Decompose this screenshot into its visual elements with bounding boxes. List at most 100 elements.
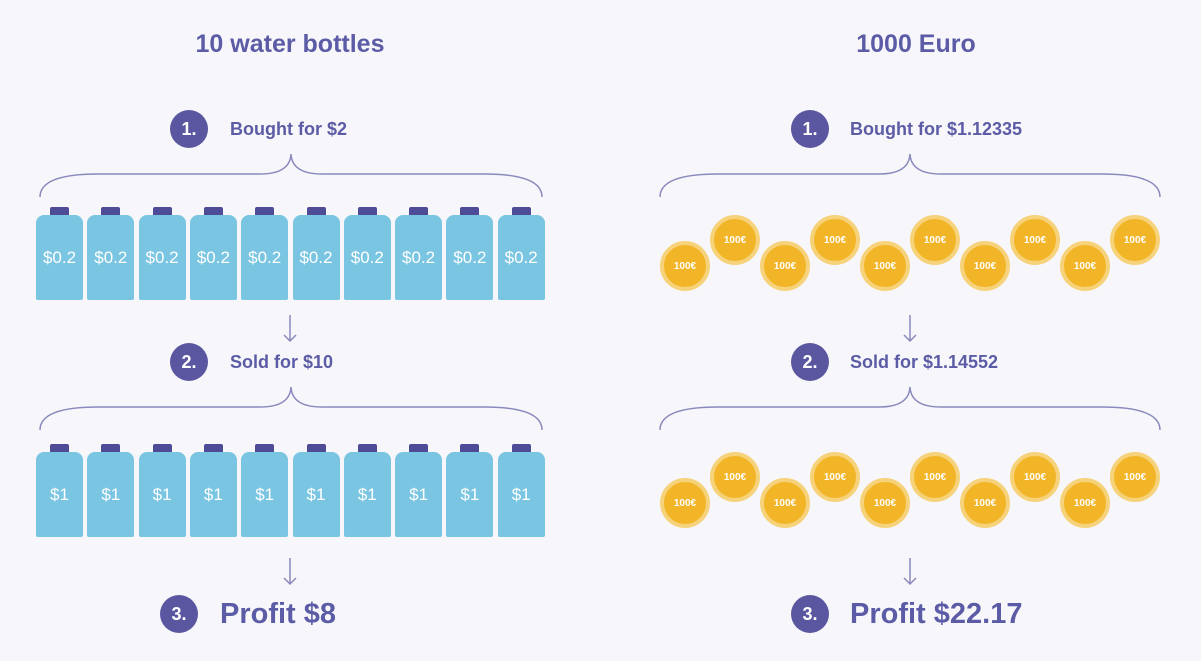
euro-coin-icon: 100€	[1060, 241, 1110, 291]
euro-coin-icon: 100€	[710, 452, 760, 502]
bottle-price: $1	[241, 452, 289, 537]
bottle-icon: $1	[497, 444, 545, 538]
bottle-cap	[152, 444, 172, 453]
bottle-price: $1	[36, 452, 83, 537]
euro-coin-icon: 100€	[810, 215, 860, 265]
bottle-cap	[511, 207, 531, 216]
bottle-cap	[101, 207, 121, 216]
bottle-cap	[101, 444, 121, 453]
sold-coins-row: 100€ 100€ 100€ 100€ 100€ 100€ 100€ 100€ 100€ 100€	[658, 449, 1163, 539]
bottle-icon: $1	[189, 444, 237, 538]
step-3-badge-left: 3.	[160, 595, 198, 633]
bottle-cap	[50, 444, 69, 453]
bottle-icon: $1	[138, 444, 186, 538]
bottle-icon: $0.2	[189, 207, 237, 301]
bottle-price: $1	[292, 452, 340, 537]
profit-label-right: Profit $22.17	[850, 598, 1023, 630]
euro-coin-icon: 100€	[960, 478, 1010, 528]
euro-coin-icon: 100€	[910, 215, 960, 265]
bottle-price: $0.2	[87, 215, 135, 300]
bottle-cap	[409, 207, 429, 216]
euro-coin-icon: 100€	[860, 478, 910, 528]
bottle-icon: $1	[343, 444, 391, 538]
step-3-badge-right: 3.	[791, 595, 829, 633]
bottle-price: $0.2	[36, 215, 83, 300]
step-2-label-right: Sold for $1.14552	[850, 352, 999, 372]
bottle-icon: $0.2	[446, 207, 494, 301]
step-2-label-left: Sold for $10	[230, 352, 334, 372]
bottle-price: $0.2	[241, 215, 289, 300]
bottle-icon: $1	[292, 444, 340, 538]
bottle-price: $1	[189, 452, 237, 537]
bottle-cap	[409, 444, 429, 453]
euro-coin-icon: 100€	[1060, 478, 1110, 528]
euro-coin-icon: 100€	[1110, 452, 1160, 502]
bottle-price: $0.2	[446, 215, 494, 300]
bottle-icon: $1	[241, 444, 289, 538]
profit-label-left: Profit $8	[220, 598, 337, 630]
bracket-2-right	[659, 386, 1161, 431]
bottle-price: $1	[446, 452, 494, 537]
bottle-icon: $0.2	[87, 207, 135, 301]
euro-coin-icon: 100€	[1110, 215, 1160, 265]
euro-coin-icon: 100€	[910, 452, 960, 502]
euro-coin-icon: 100€	[710, 215, 760, 265]
bottle-price: $0.2	[189, 215, 237, 300]
euro-coin-icon: 100€	[1010, 215, 1060, 265]
arrow-down-icon	[903, 558, 917, 586]
bottle-price: $1	[138, 452, 186, 537]
arrow-down-icon	[283, 315, 297, 343]
step-2-badge-right: 2.	[791, 343, 829, 381]
bottle-cap	[50, 207, 69, 216]
bottle-icon: $0.2	[343, 207, 391, 301]
bottle-icon: $0.2	[292, 207, 340, 301]
bottle-cap	[203, 444, 223, 453]
arrow-down-icon	[283, 558, 297, 586]
bottle-cap	[255, 444, 275, 453]
left-title: 10 water bottles	[195, 30, 385, 58]
euro-coin-icon: 100€	[860, 241, 910, 291]
bottle-icon: $0.2	[138, 207, 186, 301]
bottle-price: $1	[395, 452, 443, 537]
bottle-price: $0.2	[497, 215, 545, 300]
bottle-cap	[357, 207, 377, 216]
bottle-icon: $1	[395, 444, 443, 538]
bottle-cap	[460, 207, 480, 216]
step-1-label-left: Bought for $2	[230, 119, 347, 139]
step-2-badge-left: 2.	[170, 343, 208, 381]
bottle-cap	[203, 207, 223, 216]
bottle-icon: $1	[87, 444, 135, 538]
bottle-cap	[511, 444, 531, 453]
arrow-down-icon	[903, 315, 917, 343]
bottle-cap	[306, 207, 326, 216]
step-1-badge-right: 1.	[791, 110, 829, 148]
bottle-icon: $1	[446, 444, 494, 538]
bracket-1-left	[39, 153, 543, 198]
bottle-price: $1	[343, 452, 391, 537]
bottle-price: $0.2	[138, 215, 186, 300]
step-1-badge-left: 1.	[170, 110, 208, 148]
bottle-icon: $0.2	[36, 207, 83, 301]
bought-coins-row: 100€ 100€ 100€ 100€ 100€ 100€ 100€ 100€ 100€ 100€	[658, 212, 1163, 302]
bottle-icon: $0.2	[395, 207, 443, 301]
euro-panel: 1000 Euro	[600, 0, 1200, 661]
water-bottles-panel: 10 water bottles	[0, 0, 600, 661]
bottle-price: $0.2	[343, 215, 391, 300]
bottle-cap	[306, 444, 326, 453]
euro-coin-icon: 100€	[960, 241, 1010, 291]
bottle-cap	[357, 444, 377, 453]
bracket-2-left	[39, 386, 543, 431]
bottle-cap	[255, 207, 275, 216]
euro-coin-icon: 100€	[760, 241, 810, 291]
euro-coin-icon: 100€	[760, 478, 810, 528]
step-1-label-right: Bought for $1.12335	[850, 119, 1023, 139]
bottle-cap	[152, 207, 172, 216]
euro-coin-icon: 100€	[660, 241, 710, 291]
bottle-price: $1	[497, 452, 545, 537]
bottle-price: $1	[87, 452, 135, 537]
right-title: 1000 Euro	[856, 30, 976, 58]
bottle-cap	[460, 444, 480, 453]
euro-coin-icon: 100€	[810, 452, 860, 502]
bottle-price: $0.2	[395, 215, 443, 300]
bottle-price: $0.2	[292, 215, 340, 300]
